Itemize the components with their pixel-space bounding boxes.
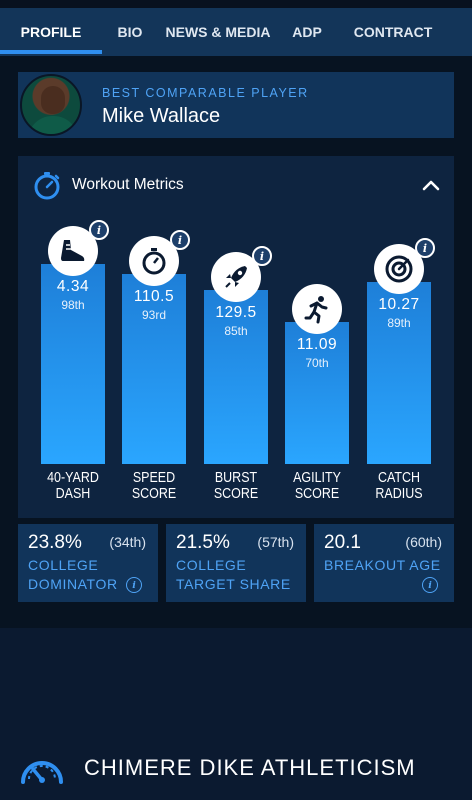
workout-metrics-header[interactable]: Workout Metrics bbox=[32, 170, 184, 200]
metric-value: 4.34 bbox=[56, 278, 90, 295]
stat-value: 23.8% bbox=[28, 532, 82, 553]
tab-adp[interactable]: ADP bbox=[292, 24, 322, 40]
comparable-kicker: BEST COMPARABLE PLAYER bbox=[102, 86, 309, 100]
metric-label: AGILITY SCORE bbox=[293, 470, 341, 502]
best-comparable-card[interactable]: BEST COMPARABLE PLAYER Mike Wallace bbox=[18, 72, 454, 138]
metric-value: 11.09 bbox=[296, 336, 338, 353]
info-icon[interactable]: i bbox=[415, 238, 435, 258]
metric-label: SPEED SCORE bbox=[131, 470, 177, 502]
metric-percentile: 85th bbox=[224, 324, 248, 338]
stat-label: COLLEGE TARGET SHARE bbox=[176, 557, 291, 592]
stat-label: BREAKOUT AGE bbox=[324, 557, 441, 573]
metric-value: 129.5 bbox=[215, 304, 257, 321]
info-icon[interactable]: i bbox=[126, 577, 142, 593]
stat-rank: (34th) bbox=[109, 534, 146, 550]
speedometer-icon bbox=[21, 761, 63, 784]
athleticism-section-header: CHIMERE DIKE ATHLETICISM bbox=[18, 748, 416, 788]
tab-bio[interactable]: BIO bbox=[117, 24, 143, 40]
stopwatch-icon bbox=[34, 172, 60, 200]
athleticism-title: CHIMERE DIKE ATHLETICISM bbox=[84, 755, 416, 780]
metric-bar bbox=[367, 282, 431, 464]
top-strip bbox=[0, 0, 472, 8]
tab-news-media[interactable]: NEWS & MEDIA bbox=[165, 24, 271, 40]
workout-metrics-title: Workout Metrics bbox=[72, 176, 184, 193]
info-icon[interactable]: i bbox=[422, 577, 438, 593]
info-icon[interactable]: i bbox=[170, 230, 190, 250]
metric-label: CATCH RADIUS bbox=[375, 470, 423, 502]
metric-bar bbox=[204, 290, 268, 464]
stat-value: 21.5% bbox=[176, 532, 230, 553]
chevron-up-icon[interactable] bbox=[420, 174, 442, 196]
stat-value: 20.1 bbox=[324, 532, 361, 553]
info-icon[interactable]: i bbox=[89, 220, 109, 240]
metric-percentile: 93rd bbox=[141, 308, 167, 322]
tab-profile[interactable]: PROFILE bbox=[0, 8, 102, 56]
workout-metrics-panel: Workout Metrics i 4.34 98th 40-YARD DASH… bbox=[18, 156, 454, 518]
avatar bbox=[20, 74, 82, 136]
stat-rank: (60th) bbox=[405, 534, 442, 550]
info-icon[interactable]: i bbox=[252, 246, 272, 266]
stat-label: COLLEGE DOMINATOR bbox=[28, 557, 118, 592]
metric-bar bbox=[122, 274, 186, 464]
profile-tabs: PROFILE BIO NEWS & MEDIA ADP CONTRACT bbox=[0, 8, 472, 56]
metric-percentile: 98th bbox=[61, 298, 85, 312]
metric-percentile: 70th bbox=[305, 356, 329, 370]
stat-breakout-age: 20.1 (60th) BREAKOUT AGE i bbox=[314, 524, 454, 602]
metric-value: 110.5 bbox=[133, 288, 175, 305]
stat-college-dominator: 23.8% (34th) COLLEGE DOMINATOR i bbox=[18, 524, 158, 602]
runner-icon bbox=[292, 284, 342, 334]
metric-value: 10.27 bbox=[378, 296, 420, 313]
metric-percentile: 89th bbox=[387, 316, 411, 330]
metric-bar bbox=[41, 264, 105, 464]
stat-rank: (57th) bbox=[257, 534, 294, 550]
tab-contract[interactable]: CONTRACT bbox=[353, 24, 433, 40]
metric-label: BURST SCORE bbox=[213, 470, 259, 502]
comparable-player-name: Mike Wallace bbox=[102, 105, 221, 127]
stat-college-target-share: 21.5% (57th) COLLEGE TARGET SHARE bbox=[166, 524, 306, 602]
metric-bar bbox=[285, 322, 349, 464]
sneaker-icon bbox=[48, 226, 98, 276]
metric-label: 40-YARD DASH bbox=[47, 470, 99, 502]
